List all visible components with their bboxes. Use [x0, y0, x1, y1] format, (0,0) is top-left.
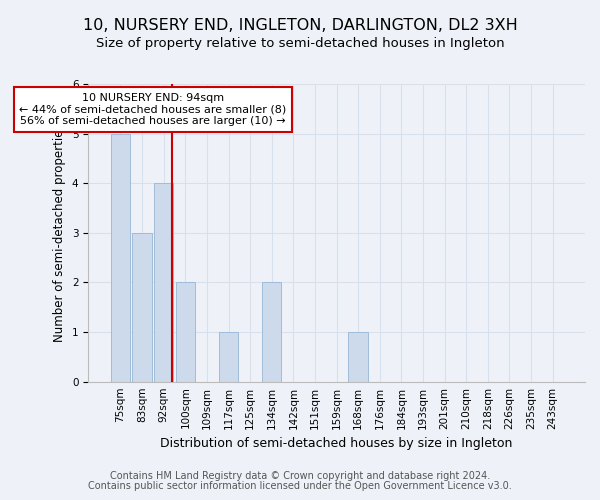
Bar: [111, 134, 130, 382]
Bar: [154, 183, 173, 382]
Bar: [262, 282, 281, 382]
Bar: [349, 332, 368, 382]
Bar: [133, 233, 152, 382]
X-axis label: Distribution of semi-detached houses by size in Ingleton: Distribution of semi-detached houses by …: [160, 437, 513, 450]
Text: 10 NURSERY END: 94sqm
← 44% of semi-detached houses are smaller (8)
56% of semi-: 10 NURSERY END: 94sqm ← 44% of semi-deta…: [19, 93, 286, 126]
Bar: [219, 332, 238, 382]
Text: Contains public sector information licensed under the Open Government Licence v3: Contains public sector information licen…: [88, 481, 512, 491]
Text: Contains HM Land Registry data © Crown copyright and database right 2024.: Contains HM Land Registry data © Crown c…: [110, 471, 490, 481]
Text: Size of property relative to semi-detached houses in Ingleton: Size of property relative to semi-detach…: [95, 38, 505, 51]
Bar: [176, 282, 195, 382]
Text: 10, NURSERY END, INGLETON, DARLINGTON, DL2 3XH: 10, NURSERY END, INGLETON, DARLINGTON, D…: [83, 18, 517, 32]
Y-axis label: Number of semi-detached properties: Number of semi-detached properties: [53, 124, 66, 342]
